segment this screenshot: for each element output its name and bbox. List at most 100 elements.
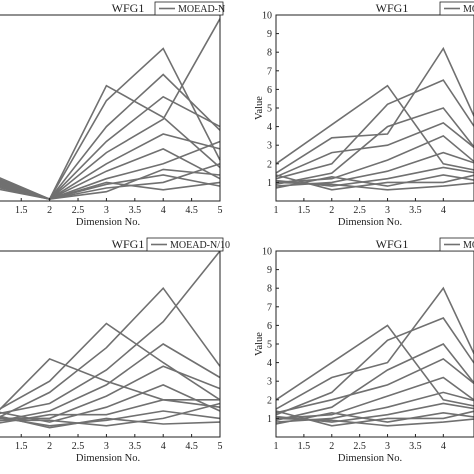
y-tick-label-6: 6 bbox=[267, 85, 272, 96]
x-tick-label-7: 4 bbox=[441, 205, 446, 216]
plot-frame bbox=[0, 14, 221, 202]
series-line-10 bbox=[275, 174, 474, 191]
series-line-3 bbox=[0, 286, 221, 418]
chart-title: WFG1 bbox=[112, 1, 145, 15]
series-group bbox=[275, 46, 474, 191]
x-tick-label-4: 3 bbox=[104, 205, 109, 216]
x-tick-label-3: 2.5 bbox=[72, 441, 85, 452]
x-axis-label: Dimension No. bbox=[76, 453, 140, 464]
series-line-1 bbox=[275, 324, 474, 407]
series-line-5 bbox=[0, 343, 221, 422]
series-line-4 bbox=[0, 250, 221, 415]
x-tick-label-2: 2 bbox=[47, 205, 52, 216]
y-tick-label-5: 5 bbox=[267, 104, 272, 115]
x-axis-label: Dimension No. bbox=[76, 217, 140, 228]
x-tick-label-3: 2.5 bbox=[72, 205, 85, 216]
y-tick-label-3: 3 bbox=[267, 377, 272, 388]
chart-title: WFG1 bbox=[376, 237, 409, 251]
x-tick-label-6: 4 bbox=[161, 441, 166, 452]
series-line-11 bbox=[0, 415, 221, 429]
series-line-8 bbox=[0, 398, 220, 424]
x-tick-label-2: 1.5 bbox=[298, 441, 311, 452]
x-tick-label-8: 5 bbox=[218, 441, 223, 452]
x-tick-label-7: 4 bbox=[441, 441, 446, 452]
x-tick-label-4: 2.5 bbox=[353, 205, 366, 216]
x-tick-label-1: 1.5 bbox=[15, 205, 28, 216]
chart-title: WFG1 bbox=[112, 237, 145, 251]
legend-box bbox=[154, 1, 224, 16]
y-tick-label-8: 8 bbox=[267, 48, 272, 59]
series-line-5 bbox=[275, 121, 474, 178]
x-tick-label-4: 3 bbox=[104, 441, 109, 452]
y-tick-label-2: 2 bbox=[267, 395, 272, 406]
series-line-1 bbox=[275, 84, 474, 171]
series-line-10 bbox=[275, 410, 474, 427]
x-tick-label-6: 3.5 bbox=[409, 441, 422, 452]
series-line-3 bbox=[275, 317, 474, 416]
x-tick-label-6: 4 bbox=[161, 205, 166, 216]
series-line-2 bbox=[275, 46, 474, 174]
series-line-8 bbox=[0, 140, 221, 200]
series-line-10 bbox=[0, 402, 221, 427]
x-tick-label-7: 4.5 bbox=[185, 441, 198, 452]
plot-frame bbox=[0, 250, 221, 438]
series-line-5 bbox=[275, 357, 474, 414]
x-tick-label-5: 3.5 bbox=[129, 441, 142, 452]
series-line-11 bbox=[0, 168, 221, 200]
chart-title: WFG1 bbox=[376, 1, 409, 15]
x-tick-label-8: 5 bbox=[218, 205, 223, 216]
series-line-6 bbox=[0, 133, 221, 200]
legend-label: MO bbox=[463, 4, 474, 15]
chart-panel-1: 1.5 2 2.5 3 3.5 4 4.5 5 Dimension No. WFG1 MOEAD-N bbox=[0, 1, 225, 228]
series-line-2 bbox=[0, 322, 221, 410]
y-axis-label: Value bbox=[254, 332, 265, 356]
series-line-6 bbox=[0, 365, 221, 420]
series-line-9 bbox=[275, 411, 474, 425]
y-tick-label-7: 7 bbox=[267, 66, 272, 77]
series-line-4 bbox=[275, 343, 474, 422]
x-tick-label-3: 2 bbox=[329, 205, 334, 216]
y-tick-label-8: 8 bbox=[267, 284, 272, 295]
legend-label: MO bbox=[463, 240, 474, 251]
legend-label: MOEAD-N/10 bbox=[170, 240, 230, 251]
x-tick-label-1: 1.5 bbox=[15, 441, 28, 452]
x-axis-label: Dimension No. bbox=[338, 217, 402, 228]
x-tick-label-2: 2 bbox=[47, 441, 52, 452]
y-axis-label: Value bbox=[254, 96, 265, 120]
x-axis-label: Dimension No. bbox=[338, 453, 402, 464]
series-line-2 bbox=[275, 286, 474, 410]
chart-panel-3: 1.5 2 2.5 3 3.5 4 4.5 5 Dimension No. WFG1 MOEAD-N… bbox=[0, 237, 230, 464]
y-tick-label-4: 4 bbox=[267, 122, 272, 133]
y-tick-label-2: 2 bbox=[267, 159, 272, 170]
x-tick-label-5: 3 bbox=[385, 441, 390, 452]
series-line-4 bbox=[275, 107, 474, 186]
y-tick-label-6: 6 bbox=[267, 321, 272, 332]
series-line-3 bbox=[275, 79, 474, 180]
legend: MO bbox=[439, 237, 474, 252]
series-line-1 bbox=[0, 357, 221, 411]
y-tick-label-1: 1 bbox=[267, 414, 272, 425]
y-tick-label-3: 3 bbox=[267, 141, 272, 152]
chart-panel-2: 1 1.5 2 2.5 3 3.5 4 1 2 3 4 5 6 7 8 9 10 Value Dimension N… bbox=[254, 1, 474, 228]
series-group bbox=[0, 250, 221, 429]
series-group bbox=[275, 286, 474, 427]
series-group bbox=[0, 18, 221, 201]
y-tick-label-7: 7 bbox=[267, 302, 272, 313]
series-line-11 bbox=[275, 181, 474, 191]
series-line-11 bbox=[275, 417, 474, 427]
x-tick-label-4: 2.5 bbox=[353, 441, 366, 452]
x-tick-label-6: 3.5 bbox=[409, 205, 422, 216]
legend-label: MOEAD-N bbox=[178, 4, 225, 15]
legend-box bbox=[146, 237, 224, 252]
x-tick-label-5: 3 bbox=[385, 205, 390, 216]
x-tick-label-1: 1 bbox=[274, 441, 279, 452]
y-tick-label-9: 9 bbox=[267, 265, 272, 276]
legend: MO bbox=[439, 1, 474, 16]
y-tick-label-9: 9 bbox=[267, 29, 272, 40]
y-tick-label-10: 10 bbox=[262, 11, 272, 22]
x-tick-label-2: 1.5 bbox=[298, 205, 311, 216]
x-tick-label-5: 3.5 bbox=[129, 205, 142, 216]
legend: MOEAD-N bbox=[154, 1, 225, 16]
series-line-7 bbox=[0, 148, 221, 200]
